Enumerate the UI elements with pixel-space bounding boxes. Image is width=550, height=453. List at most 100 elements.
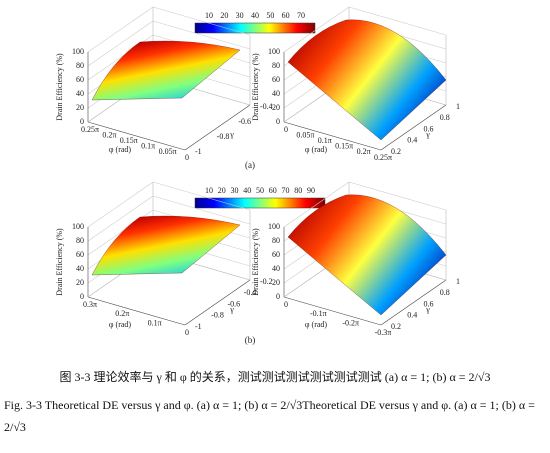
z-axis-label: Drain Efficiency (%) <box>251 228 260 296</box>
axis-line <box>380 104 447 151</box>
z-axis-label: Drain Efficiency (%) <box>55 53 64 121</box>
y-tick-label: -0.4 <box>244 288 257 297</box>
grid-line <box>348 181 447 211</box>
grid-line <box>87 20 154 67</box>
grid-line <box>152 195 251 225</box>
colorbar-tick-label: 90 <box>307 186 315 195</box>
x-tick-label: 0.25π <box>374 153 392 162</box>
axis-line <box>283 121 382 151</box>
axis-line <box>184 279 251 326</box>
z-tick-label: 20 <box>272 103 280 112</box>
axis-line <box>184 104 251 151</box>
colorbar <box>194 22 316 34</box>
y-tick-label: -0.6 <box>238 117 251 126</box>
z-tick-label: 40 <box>272 264 280 273</box>
z-tick-label: 60 <box>76 250 84 259</box>
grid-line <box>152 6 251 36</box>
axis-line <box>87 121 186 151</box>
y-tick-label: 0.2 <box>391 147 401 156</box>
colorbar-tick-label: 40 <box>243 186 251 195</box>
y-tick-label: 0.6 <box>424 299 434 308</box>
x-tick-label: 0.3π <box>83 300 97 309</box>
x-tick-label: 0.2π <box>115 309 129 318</box>
y-axis-label: γ <box>425 130 430 139</box>
z-tick-label: 100 <box>72 47 84 56</box>
y-tick-label: 0.2 <box>391 322 401 331</box>
grid-line <box>283 6 350 53</box>
y-tick-label: 0.8 <box>440 288 450 297</box>
z-tick-label: 0 <box>80 292 84 301</box>
x-tick-label: 0.05π <box>159 147 177 156</box>
x-tick-label: 0.15π <box>335 142 353 151</box>
surface <box>91 215 241 276</box>
z-tick-label: 100 <box>268 222 280 231</box>
y-tick-label: -0.6 <box>228 299 241 308</box>
y-tick-label: 0.8 <box>440 113 450 122</box>
z-tick-label: 20 <box>76 278 84 287</box>
z-tick-label: 40 <box>76 89 84 98</box>
y-tick-label: 0.4 <box>407 136 417 145</box>
axis-line <box>380 279 447 326</box>
y-tick-label: 0.4 <box>407 311 417 320</box>
z-tick-label: 20 <box>272 278 280 287</box>
z-tick-label: 60 <box>272 250 280 259</box>
colorbar-tick-label: 10 <box>205 186 213 195</box>
y-axis-label: γ <box>425 305 430 314</box>
z-tick-label: 80 <box>76 61 84 70</box>
axis-line <box>283 296 382 326</box>
x-axis-label: φ (rad) <box>109 145 131 154</box>
y-tick-label: -1 <box>195 147 202 156</box>
z-tick-label: 80 <box>76 236 84 245</box>
x-tick-label: 0.2π <box>102 130 116 139</box>
panel-label: (b) <box>245 335 256 345</box>
colorbar-tick-label: 20 <box>218 186 226 195</box>
colorbar <box>194 197 326 209</box>
z-tick-label: 60 <box>272 75 280 84</box>
x-tick-label: -0.3π <box>375 328 392 337</box>
colorbar-tick-label: 60 <box>269 186 277 195</box>
colorbar-tick-label: 60 <box>282 11 290 20</box>
x-tick-label: 0.05π <box>296 130 314 139</box>
x-tick-label: 0 <box>284 125 288 134</box>
figure: 10 20 30 40 50 60 70(a)0204060801000.25π0.2π0.… <box>55 6 460 345</box>
z-tick-label: 80 <box>272 61 280 70</box>
x-tick-label: 0.1π <box>148 318 162 327</box>
colorbar-tick-label: 30 <box>236 11 244 20</box>
grid-line <box>87 181 154 228</box>
y-axis-label: γ <box>229 305 234 314</box>
z-tick-label: 0 <box>80 117 84 126</box>
x-tick-label: 0.15π <box>120 136 138 145</box>
x-tick-label: 0 <box>185 153 189 162</box>
y-tick-label: -0.2 <box>260 277 273 286</box>
z-tick-label: 100 <box>268 47 280 56</box>
colorbar-tick-label: 10 <box>205 11 213 20</box>
z-axis-label: Drain Efficiency (%) <box>251 53 260 121</box>
grid-line <box>152 181 251 211</box>
z-axis-label: Drain Efficiency (%) <box>55 228 64 296</box>
surface <box>287 194 447 316</box>
colorbar-tick-label: 30 <box>231 186 239 195</box>
surface <box>287 19 447 141</box>
grid-line <box>87 6 154 53</box>
surface <box>91 40 241 101</box>
z-tick-label: 100 <box>72 222 84 231</box>
colorbar-tick-label: 50 <box>256 186 264 195</box>
panel-label: (a) <box>245 160 255 170</box>
z-tick-label: 0 <box>276 292 280 301</box>
colorbar-tick-label: 70 <box>297 11 305 20</box>
y-tick-label: -0.4 <box>260 102 273 111</box>
z-tick-label: 40 <box>76 264 84 273</box>
axis-line <box>87 296 186 326</box>
caption-cn: 图 3-3 理论效率与 γ 和 φ 的关系，测试测试测试测试测试测试 (a) α… <box>59 370 491 384</box>
surface-plot: 0 20 40 60 80 100 0.3π 0.2π 0.1π 0 -1 -0.8 -0.6-0.4-… <box>55 181 273 337</box>
z-tick-label: 80 <box>272 236 280 245</box>
y-axis-label: γ <box>229 130 234 139</box>
x-tick-label: 0.1π <box>318 136 332 145</box>
y-tick-label: 1 <box>456 277 460 286</box>
z-tick-label: 40 <box>272 89 280 98</box>
colorbar-tick-label: 20 <box>220 11 228 20</box>
x-axis-label: φ (rad) <box>305 320 327 329</box>
colorbar-tick-label: 80 <box>294 186 302 195</box>
